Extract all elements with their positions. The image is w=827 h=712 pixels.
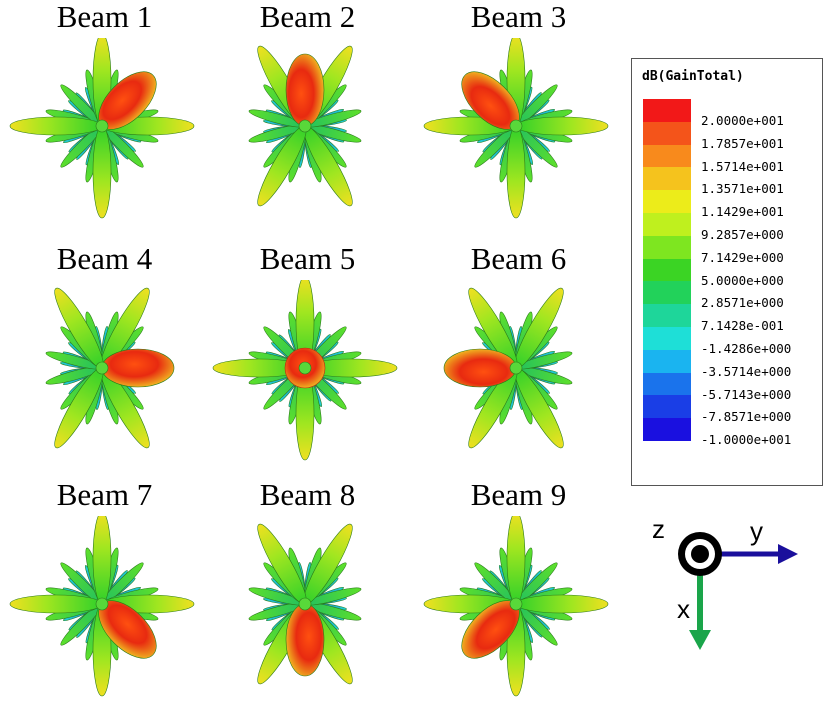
- colorbar-swatch: [643, 281, 691, 305]
- pattern-center: [298, 597, 312, 611]
- colorbar-label: -7.8571e+000: [701, 409, 792, 425]
- colorbar-label: 1.5714e+001: [701, 158, 784, 174]
- colorbar-label: 2.0000e+001: [701, 113, 784, 128]
- grating-lobe: [9, 594, 103, 614]
- beam-title-7: Beam 7: [56, 477, 153, 512]
- beam-title-3: Beam 3: [470, 0, 567, 34]
- colorbar-swatch: [643, 304, 691, 327]
- grating-lobe: [92, 125, 112, 219]
- main-beam-lobe: [285, 603, 325, 677]
- pattern-center: [509, 597, 523, 611]
- colorbar-swatch: [643, 144, 691, 168]
- beam-title-1: Beam 1: [56, 0, 153, 34]
- pattern-center: [298, 119, 312, 133]
- main-beam-lobe: [443, 348, 517, 388]
- colorbar-swatch: [643, 167, 691, 191]
- grating-lobe: [515, 116, 609, 136]
- x-axis-arrowhead: [689, 630, 711, 650]
- colorbar-label: 1.7857e+001: [701, 135, 784, 151]
- beam-title-4: Beam 4: [56, 241, 153, 276]
- beam-panel-4: Beam 4: [2, 242, 207, 477]
- beam-pattern-5: [212, 280, 398, 461]
- z-axis-label: z: [652, 514, 665, 544]
- colorbar-label: 1.3571e+001: [701, 181, 784, 197]
- colorbar-swatch: [643, 190, 691, 213]
- colorbar-label: 9.2857e+000: [701, 226, 784, 242]
- beam-panel-8: Beam 8: [205, 478, 410, 712]
- colorbar-label: 7.1428e-001: [701, 318, 784, 334]
- colorbar-swatch: [643, 395, 691, 419]
- y-axis-arrowhead: [778, 544, 798, 564]
- pattern-center: [509, 361, 523, 375]
- pattern-center: [298, 361, 312, 375]
- colorbar-swatch: [643, 235, 691, 259]
- colorbar-label: -1.0000e+001: [701, 432, 792, 448]
- y-axis-label: y: [750, 516, 763, 546]
- beam-pattern-7: [9, 516, 195, 697]
- beam-panel-9: Beam 9: [416, 478, 621, 712]
- legend-title: dB(GainTotal): [642, 69, 744, 84]
- z-axis-symbol-dot: [691, 545, 709, 563]
- colorbar-swatch: [643, 99, 691, 122]
- colorbar-label: 2.8571e+000: [701, 295, 784, 311]
- beam-pattern-6: [443, 287, 573, 449]
- beam-panel-3: Beam 3: [416, 0, 621, 235]
- beam-pattern-9: [423, 516, 609, 697]
- beam-pattern-8: [248, 523, 362, 685]
- pattern-center: [95, 597, 109, 611]
- beam-pattern-2: [248, 45, 362, 207]
- colorbar-label: -3.5714e+000: [701, 363, 792, 379]
- beam-panel-1: Beam 1: [2, 0, 207, 235]
- beam-pattern-4: [45, 287, 175, 449]
- beam-panel-6: Beam 6: [416, 242, 621, 477]
- main-beam-lobe: [285, 53, 325, 127]
- colorbar-swatch: [643, 372, 691, 396]
- grating-lobe: [506, 125, 526, 219]
- x-axis-label: x: [677, 594, 690, 624]
- colorbar: [643, 99, 691, 441]
- grating-lobe: [506, 516, 526, 605]
- grating-lobe: [515, 594, 609, 614]
- colorbar-label: 1.1429e+001: [701, 204, 784, 220]
- colorbar-label: 5.0000e+000: [701, 272, 784, 288]
- colorbar-swatch: [643, 326, 691, 350]
- pattern-center: [95, 119, 109, 133]
- beam-panel-2: Beam 2: [205, 0, 410, 235]
- coordinate-axes: z y x: [652, 514, 798, 650]
- beam-pattern-3: [423, 38, 609, 219]
- colorbar-legend: dB(GainTotal) 2.0000e+001 1.7857e+001 1.57…: [631, 58, 823, 486]
- main-beam-lobe: [101, 348, 175, 388]
- beam-title-8: Beam 8: [259, 477, 356, 512]
- beam-title-5: Beam 5: [259, 241, 356, 276]
- colorbar-swatch: [643, 418, 691, 441]
- beam-panel-7: Beam 7: [2, 478, 207, 712]
- beam-panel-5: Beam 5: [205, 242, 410, 477]
- beam-title-6: Beam 6: [470, 241, 567, 276]
- grating-lobe: [9, 116, 103, 136]
- colorbar-label: -5.7143e+000: [701, 386, 792, 402]
- pattern-center: [95, 361, 109, 375]
- beam-title-9: Beam 9: [470, 477, 567, 512]
- beam-title-2: Beam 2: [259, 0, 356, 34]
- colorbar-swatch: [643, 258, 691, 282]
- colorbar-swatch: [643, 121, 691, 145]
- colorbar-swatch: [643, 212, 691, 236]
- colorbar-label: -1.4286e+000: [701, 340, 792, 356]
- beam-pattern-1: [9, 38, 195, 219]
- colorbar-swatch: [643, 349, 691, 373]
- colorbar-labels: 2.0000e+001 1.7857e+001 1.5714e+001 1.3571e…: [701, 99, 792, 447]
- colorbar-label: 7.1429e+000: [701, 249, 784, 265]
- pattern-center: [509, 119, 523, 133]
- grating-lobe: [92, 516, 112, 605]
